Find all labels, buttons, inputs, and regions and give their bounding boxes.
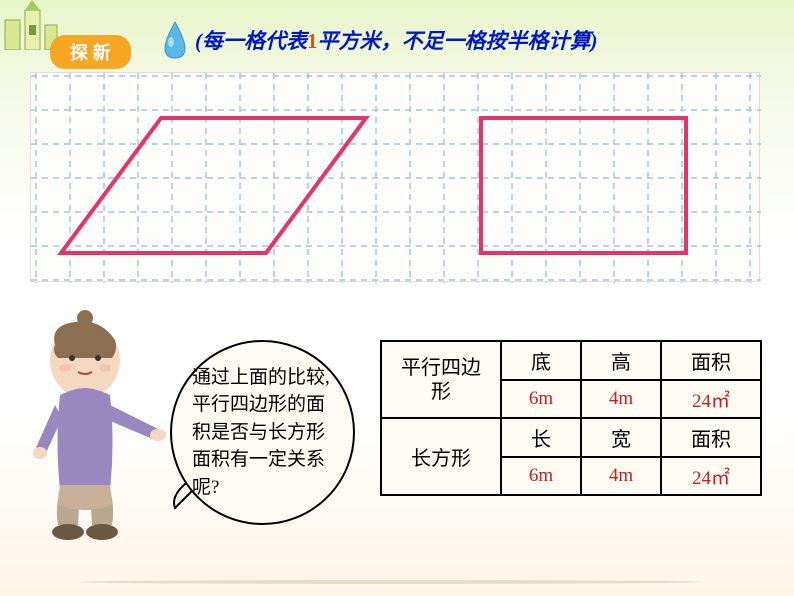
rectangle-label: 长方形 (381, 418, 501, 495)
banner-label: 探 新 (50, 35, 131, 69)
grid-diagram (30, 72, 760, 282)
parallelogram-label: 平行四边形 (381, 341, 501, 418)
droplet-icon (160, 20, 190, 60)
height-value: 4m (581, 380, 661, 418)
length-header: 长 (501, 418, 581, 457)
grid-svg (31, 73, 761, 283)
area-value-2: 24㎡ (661, 457, 761, 495)
instruction-suffix: 平方米，不足一格按半格计算) (318, 29, 598, 53)
length-value: 6m (501, 457, 581, 495)
table-row: 长方形 长 宽 面积 (381, 418, 761, 457)
teacher-character (0, 310, 170, 570)
speech-bubble: 通过上面的比较,平行四边形的面积是否与长方形面积有一定关系呢? (170, 340, 355, 525)
area-header: 面积 (661, 341, 761, 380)
instruction-prefix: (每一格代表 (195, 29, 307, 53)
width-value: 4m (581, 457, 661, 495)
width-header: 宽 (581, 418, 661, 457)
comparison-table: 平行四边形 底 高 面积 6m 4m 24㎡ 长方形 长 宽 面积 6m 4m … (380, 340, 762, 496)
bottom-shadow (80, 580, 700, 584)
area-value: 24㎡ (661, 380, 761, 418)
instruction-text: (每一格代表1平方米，不足一格按半格计算) (195, 25, 598, 55)
speech-text: 通过上面的比较,平行四边形的面积是否与长方形面积有一定关系呢? (192, 364, 333, 502)
base-header: 底 (501, 341, 581, 380)
table-row: 平行四边形 底 高 面积 (381, 341, 761, 380)
base-value: 6m (501, 380, 581, 418)
instruction-number: 1 (307, 29, 318, 53)
height-header: 高 (581, 341, 661, 380)
area-header-2: 面积 (661, 418, 761, 457)
